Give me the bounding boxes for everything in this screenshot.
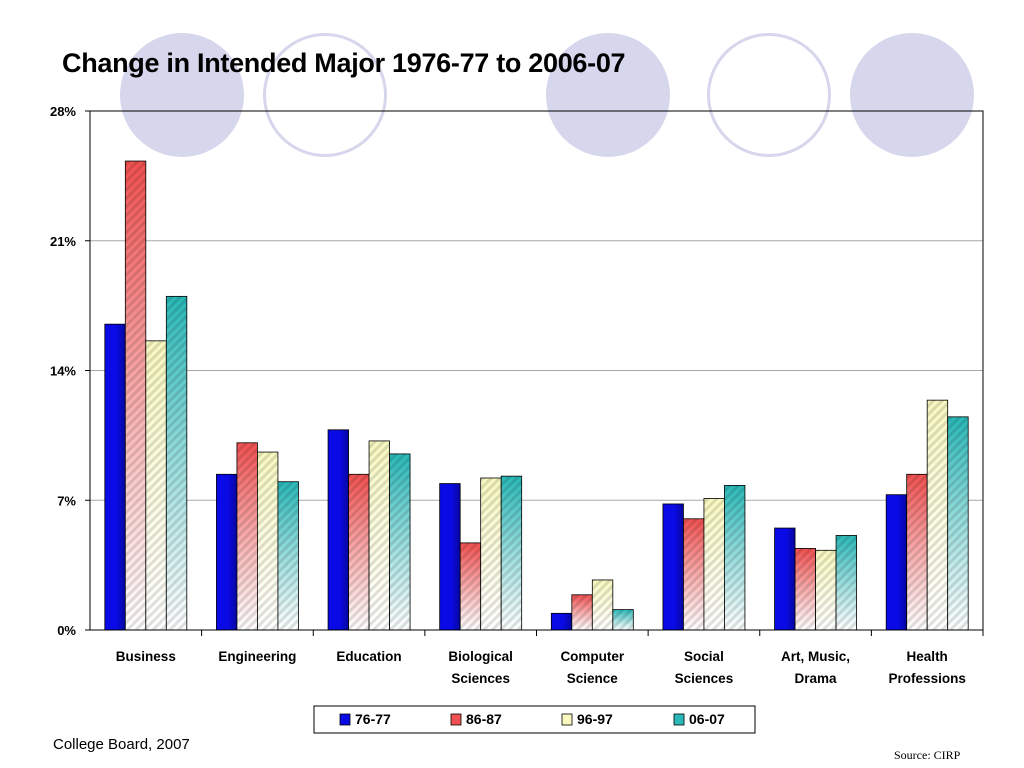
bar-shading bbox=[612, 609, 634, 630]
bar-shading bbox=[257, 452, 278, 630]
bar-shading bbox=[480, 478, 502, 630]
bar-shading bbox=[703, 498, 725, 630]
bar-shading bbox=[571, 594, 593, 630]
x-tick-label: Computer bbox=[560, 649, 624, 664]
slide-title: Change in Intended Major 1976-77 to 2006… bbox=[62, 48, 626, 78]
x-tick-label: Health bbox=[907, 649, 948, 664]
legend-swatch bbox=[673, 713, 685, 726]
footer-source: Source: CIRP bbox=[894, 748, 961, 762]
legend-swatch bbox=[561, 713, 573, 726]
legend-label: 96-97 bbox=[577, 711, 613, 727]
x-tick-label: Sciences bbox=[451, 671, 510, 686]
axes: 0% 7% 14% 21% 28% Business Engineering Educatio… bbox=[50, 104, 984, 686]
decor-ring-1 bbox=[263, 33, 387, 157]
footer-credit: College Board, 2007 bbox=[53, 736, 190, 753]
x-tick-label: Art, Music, bbox=[781, 649, 850, 664]
bar bbox=[885, 494, 908, 631]
x-tick-label: Professions bbox=[889, 671, 966, 686]
y-tick-label: 28% bbox=[50, 104, 76, 119]
bar-shading bbox=[795, 548, 816, 630]
y-tick-label: 7% bbox=[57, 493, 76, 508]
bar-shading bbox=[724, 485, 745, 630]
bar-shading bbox=[592, 579, 613, 630]
x-tick-label: Drama bbox=[795, 671, 838, 686]
bar-shading bbox=[683, 518, 704, 630]
bar bbox=[439, 483, 461, 631]
legend-label: 06-07 bbox=[689, 711, 725, 727]
decor-circle-2 bbox=[546, 33, 670, 157]
legend: 76-77 86-87 96-97 06-07 bbox=[313, 705, 756, 734]
bar-shading bbox=[369, 440, 390, 630]
bar bbox=[327, 429, 349, 631]
decor-circle-3 bbox=[850, 33, 974, 157]
legend-swatch bbox=[339, 713, 351, 726]
bar bbox=[550, 612, 573, 631]
bar bbox=[104, 323, 126, 631]
bar bbox=[774, 527, 796, 631]
x-tick-label: Biological bbox=[448, 649, 513, 664]
grid-lines bbox=[90, 240, 983, 501]
bar-shading bbox=[836, 535, 857, 630]
bar bbox=[216, 473, 238, 631]
decor-circle-1 bbox=[120, 33, 244, 157]
y-tick-label: 21% bbox=[50, 234, 76, 249]
bar-shading bbox=[166, 296, 187, 630]
bar-shading bbox=[460, 542, 481, 630]
legend-label: 76-77 bbox=[355, 711, 391, 727]
bar-shading bbox=[145, 340, 167, 630]
bar-shading bbox=[815, 550, 837, 630]
bar-shading bbox=[389, 453, 411, 630]
y-tick-label: 14% bbox=[50, 364, 76, 379]
bar-shading bbox=[927, 400, 948, 630]
bar-shading bbox=[947, 416, 969, 630]
bar-shading bbox=[277, 481, 299, 630]
bar-shading bbox=[236, 442, 258, 630]
bar-shading bbox=[348, 474, 370, 630]
x-tick-label: Business bbox=[116, 649, 176, 664]
bar-shading bbox=[906, 474, 928, 630]
x-tick-label: Education bbox=[336, 649, 401, 664]
bars bbox=[104, 160, 969, 631]
bar-shading bbox=[125, 161, 146, 630]
x-tick-label: Sciences bbox=[675, 671, 734, 686]
bar-shading bbox=[501, 476, 522, 630]
bar bbox=[662, 503, 684, 631]
decor-ring-2 bbox=[707, 33, 831, 157]
x-tick-label: Science bbox=[567, 671, 619, 686]
x-tick-label: Engineering bbox=[218, 649, 296, 664]
legend-swatch bbox=[450, 713, 462, 726]
legend-label: 86-87 bbox=[466, 711, 502, 727]
y-tick-label: 0% bbox=[57, 623, 76, 638]
x-tick-label: Social bbox=[684, 649, 724, 664]
